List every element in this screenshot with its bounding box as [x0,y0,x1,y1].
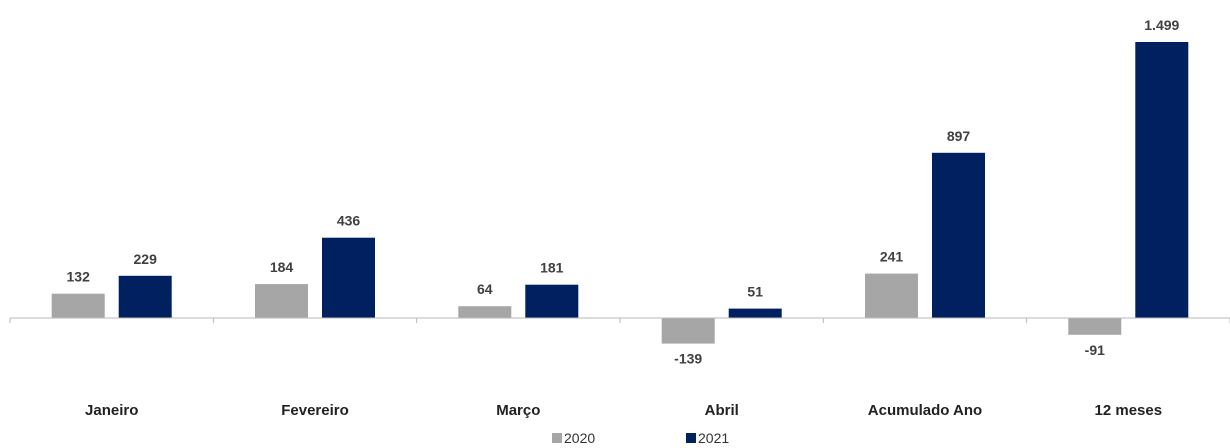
bar-2020-3 [661,318,715,344]
data-label-2021-2: 181 [540,260,564,276]
data-label-2020-4: 241 [880,249,904,265]
data-label-2021-3: 51 [747,284,763,300]
bar-2020-0 [51,293,105,318]
bar-2021-2 [525,284,579,318]
data-label-2020-1: 184 [270,259,294,275]
category-label-0: Janeiro [85,402,138,419]
bar-2020-2 [458,306,512,318]
bar-2021-4 [932,152,985,318]
data-label-2021-4: 897 [947,128,971,144]
legend-swatch-2021 [686,433,696,443]
category-label-1: Fevereiro [281,402,349,419]
bar-2020-1 [255,284,308,318]
category-ticks [9,318,1230,323]
data-label-2021-0: 229 [134,251,158,267]
category-label-2: Março [496,402,540,419]
category-label-5: 12 meses [1095,402,1163,419]
legend-swatch-2020 [552,433,562,443]
category-labels-group: Janeiro Fevereiro Março Abril Acumulado Ano 1… [85,402,1162,419]
bar-2021-1 [322,237,375,318]
category-label-3: Abril [705,402,739,419]
data-label-2021-1: 436 [337,213,361,229]
bar-2021-5 [1135,42,1189,318]
category-label-4: Acumulado Ano [868,402,982,419]
bar-2021-3 [728,308,782,318]
data-label-2020-5: -91 [1085,342,1105,358]
bar-2020-4 [865,273,918,318]
legend: 2020 2021 [552,430,729,446]
data-label-2020-0: 132 [67,269,91,285]
data-label-2021-5: 1.499 [1144,17,1179,33]
data-label-2020-3: -139 [674,351,702,367]
data-labels-group: 132 229 184 436 64 181 -139 51 241 897 -91 1.499 [67,17,1180,367]
legend-label-2020: 2020 [564,430,595,446]
legend-label-2021: 2021 [698,430,729,446]
data-label-2020-2: 64 [477,281,493,297]
bar-2021-0 [118,275,172,318]
bar-2020-5 [1068,318,1122,335]
bars-group [51,42,1189,344]
